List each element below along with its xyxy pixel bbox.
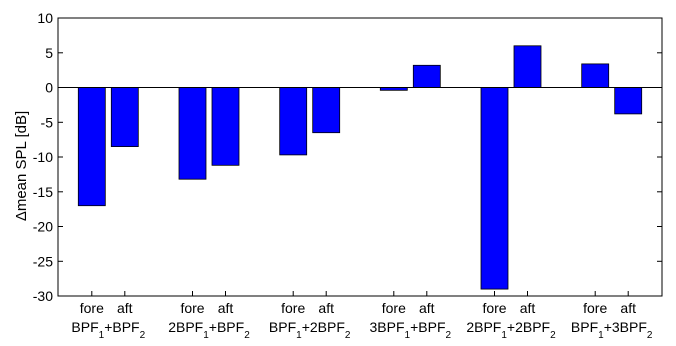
group-label-subscript: 1 [598,330,604,341]
y-tick-label: -25 [33,253,53,269]
group-label-subscript: 2 [140,330,146,341]
group-label: BPF1+2BPF2 [269,319,351,341]
group-label-subscript: 2 [244,330,250,341]
group-label-subscript: 2 [550,330,556,341]
group-label-text: +3BPF [604,319,647,335]
group-label-text: BPF [71,319,98,335]
bar-label-fore: fore [382,300,406,316]
group-label: BPF1+BPF2 [71,319,145,341]
group-label-text: 3BPF [370,319,405,335]
group-label-text: 2BPF [466,319,501,335]
y-axis-title: Δmean SPL [dB] [13,111,30,221]
group-label: 2BPF1+2BPF2 [466,319,556,341]
group-label-text: BPF [269,319,296,335]
y-tick-label: 10 [37,10,53,26]
group-label: 3BPF1+BPF2 [370,319,452,341]
fore-bar-group-2 [178,87,207,180]
group-label-text: +BPF [410,319,445,335]
group-label-subscript: 1 [501,330,507,341]
aft-bar-group-6 [614,87,643,115]
fore-bar-group-3 [279,87,308,156]
aft-bar-group-2 [211,87,240,166]
group-label: BPF1+3BPF2 [571,319,653,341]
group-label-subscript: 1 [203,330,209,341]
bar-label-aft: aft [318,300,334,316]
group-label-subscript: 1 [99,330,105,341]
group-label-subscript: 1 [405,330,411,341]
bar-label-aft: aft [117,300,133,316]
y-tick-label: -20 [33,219,53,235]
group-label-subscript: 2 [345,330,351,341]
y-tick-label: -5 [41,114,54,130]
bar-label-aft: aft [419,300,435,316]
bars-layer [77,45,643,290]
group-label-text: +BPF [209,319,244,335]
group-label: 2BPF1+BPF2 [168,319,250,341]
group-label-text: BPF [571,319,598,335]
bar-label-fore: fore [180,300,204,316]
y-tick-label: -15 [33,184,53,200]
bar-label-aft: aft [620,300,636,316]
fore-bar-group-5 [480,87,509,290]
fore-bar-group-6 [581,63,610,88]
y-tick-label: 5 [45,45,53,61]
group-label-subscript: 1 [296,330,302,341]
group-label-subscript: 2 [647,330,653,341]
bar-label-fore: fore [583,300,607,316]
bar-label-aft: aft [218,300,234,316]
bar-label-aft: aft [520,300,536,316]
y-tick-label: -30 [33,288,53,304]
bar-label-fore: fore [482,300,506,316]
group-label-text: +2BPF [507,319,550,335]
y-ticks-layer: 10 5 0 -5 -10 -15 -20 -25 -30 [33,10,662,304]
fore-bar-group-1 [77,87,106,207]
aft-bar-group-3 [312,87,341,134]
y-tick-label: -10 [33,149,53,165]
aft-bar-group-1 [110,87,139,147]
bar-label-fore: fore [80,300,104,316]
group-label-text: +2BPF [302,319,345,335]
aft-bar-group-5 [513,45,542,88]
aft-bar-group-4 [412,64,441,88]
bar-label-fore: fore [281,300,305,316]
group-label-text: 2BPF [168,319,203,335]
group-label-subscript: 2 [446,330,452,341]
y-tick-label: 0 [45,80,53,96]
group-label-text: +BPF [104,319,139,335]
